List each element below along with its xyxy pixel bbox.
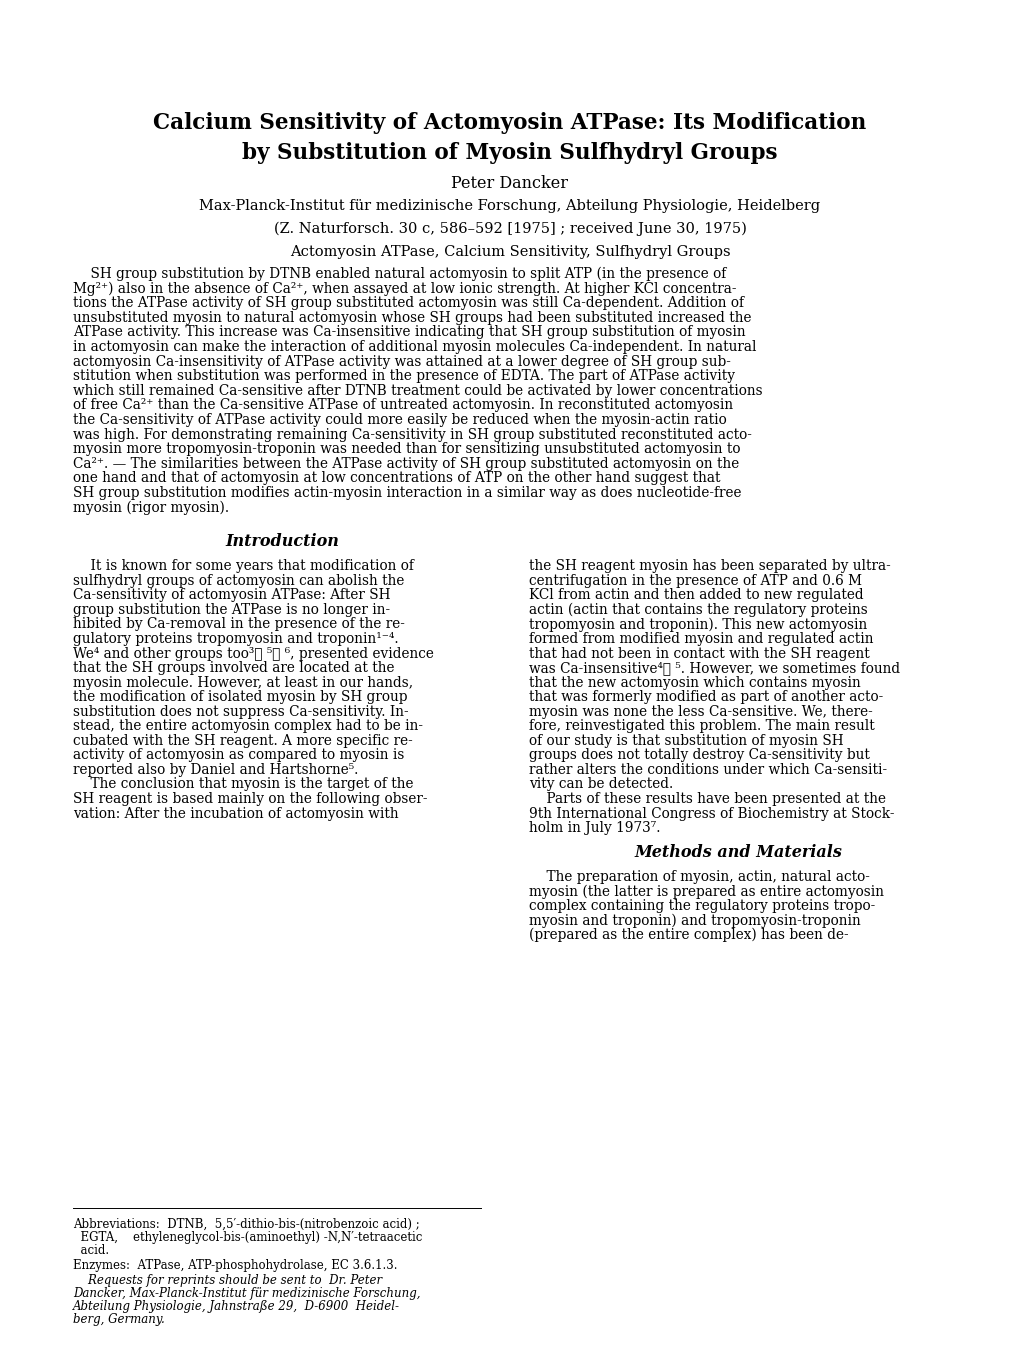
Text: myosin more tropomyosin-troponin was needed than for sensitizing unsubstituted a: myosin more tropomyosin-troponin was nee… [73,442,740,456]
Text: myosin and troponin) and tropomyosin-troponin: myosin and troponin) and tropomyosin-tro… [529,914,860,928]
Text: vation: After the incubation of actomyosin with: vation: After the incubation of actomyos… [73,806,398,821]
Text: actomyosin Ca-insensitivity of ATPase activity was attained at a lower degree of: actomyosin Ca-insensitivity of ATPase ac… [73,355,731,368]
Text: which still remained Ca-sensitive after DTNB treatment could be activated by low: which still remained Ca-sensitive after … [73,383,762,398]
Text: formed from modified myosin and regulated actin: formed from modified myosin and regulate… [529,632,872,647]
Text: activity of actomyosin as compared to myosin is: activity of actomyosin as compared to my… [73,749,404,762]
Text: gulatory proteins tropomyosin and troponin¹⁻⁴.: gulatory proteins tropomyosin and tropon… [73,632,398,647]
Text: Actomyosin ATPase, Calcium Sensitivity, Sulfhydryl Groups: Actomyosin ATPase, Calcium Sensitivity, … [289,246,730,259]
Text: SH group substitution by DTNB enabled natural actomyosin to split ATP (in the pr: SH group substitution by DTNB enabled na… [73,267,726,281]
Text: We⁴ and other groups too³ⰻ ⁵ⰻ ⁶, presented evidence: We⁴ and other groups too³ⰻ ⁵ⰻ ⁶, present… [73,647,433,660]
Text: of our study is that substitution of myosin SH: of our study is that substitution of myo… [529,734,843,747]
Text: tions the ATPase activity of SH group substituted actomyosin was still Ca-depend: tions the ATPase activity of SH group su… [73,296,743,310]
Text: was high. For demonstrating remaining Ca-sensitivity in SH group substituted rec: was high. For demonstrating remaining Ca… [73,427,751,442]
Text: tropomyosin and troponin). This new actomyosin: tropomyosin and troponin). This new acto… [529,618,866,632]
Text: Requests for reprints should be sent to  Dr. Peter: Requests for reprints should be sent to … [73,1274,382,1288]
Text: Dancker, Max-Planck-Institut für medizinische Forschung,: Dancker, Max-Planck-Institut für medizin… [73,1288,420,1300]
Text: Ca²⁺. — The similarities between the ATPase activity of SH group substituted act: Ca²⁺. — The similarities between the ATP… [73,457,739,471]
Text: rather alters the conditions under which Ca-sensiti-: rather alters the conditions under which… [529,762,887,777]
Text: the Ca-sensitivity of ATPase activity could more easily be reduced when the myos: the Ca-sensitivity of ATPase activity co… [73,413,727,427]
Text: myosin molecule. However, at least in our hands,: myosin molecule. However, at least in ou… [73,675,413,690]
Text: actin (actin that contains the regulatory proteins: actin (actin that contains the regulator… [529,603,867,618]
Text: cubated with the SH reagent. A more specific re-: cubated with the SH reagent. A more spec… [73,734,413,747]
Text: Abbreviations:  DTNB,  5,5′-dithio-bis-(nitrobenzoic acid) ;: Abbreviations: DTNB, 5,5′-dithio-bis-(ni… [73,1218,420,1230]
Text: acid.: acid. [73,1244,109,1256]
Text: groups does not totally destroy Ca-sensitivity but: groups does not totally destroy Ca-sensi… [529,749,869,762]
Text: (prepared as the entire complex) has been de-: (prepared as the entire complex) has bee… [529,928,848,943]
Text: SH group substitution modifies actin-myosin interaction in a similar way as does: SH group substitution modifies actin-myo… [73,486,741,501]
Text: SH reagent is based mainly on the following obser-: SH reagent is based mainly on the follow… [73,792,427,806]
Text: holm in July 1973⁷.: holm in July 1973⁷. [529,821,660,835]
Text: by Substitution of Myosin Sulfhydryl Groups: by Substitution of Myosin Sulfhydryl Gro… [243,142,777,164]
Text: stitution when substitution was performed in the presence of EDTA. The part of A: stitution when substitution was performe… [73,370,735,383]
Text: of free Ca²⁺ than the Ca-sensitive ATPase of untreated actomyosin. In reconstitu: of free Ca²⁺ than the Ca-sensitive ATPas… [73,398,733,412]
Text: Peter Dancker: Peter Dancker [451,175,568,192]
Text: in actomyosin can make the interaction of additional myosin molecules Ca-indepen: in actomyosin can make the interaction o… [73,340,756,355]
Text: vity can be detected.: vity can be detected. [529,777,673,791]
Text: sulfhydryl groups of actomyosin can abolish the: sulfhydryl groups of actomyosin can abol… [73,574,404,588]
Text: Methods and Materials: Methods and Materials [634,844,841,861]
Text: reported also by Daniel and Hartshorne⁵.: reported also by Daniel and Hartshorne⁵. [73,762,358,777]
Text: the modification of isolated myosin by SH group: the modification of isolated myosin by S… [73,690,408,704]
Text: centrifugation in the presence of ATP and 0.6 M: centrifugation in the presence of ATP an… [529,574,861,588]
Text: myosin was none the less Ca-sensitive. We, there-: myosin was none the less Ca-sensitive. W… [529,705,872,719]
Text: berg, Germany.: berg, Germany. [73,1312,165,1326]
Text: Max-Planck-Institut für medizinische Forschung, Abteilung Physiologie, Heidelber: Max-Planck-Institut für medizinische For… [200,199,819,213]
Text: one hand and that of actomyosin at low concentrations of ATP on the other hand s: one hand and that of actomyosin at low c… [73,472,719,486]
Text: Abteilung Physiologie, Jahnstraße 29,  D-6900  Heidel-: Abteilung Physiologie, Jahnstraße 29, D-… [73,1300,399,1312]
Text: that the SH groups involved are located at the: that the SH groups involved are located … [73,662,394,675]
Text: Introduction: Introduction [225,533,338,550]
Text: substitution does not suppress Ca-sensitivity. In-: substitution does not suppress Ca-sensit… [73,705,409,719]
Text: that the new actomyosin which contains myosin: that the new actomyosin which contains m… [529,675,860,690]
Text: fore, reinvestigated this problem. The main result: fore, reinvestigated this problem. The m… [529,719,874,734]
Text: hibited by Ca-removal in the presence of the re-: hibited by Ca-removal in the presence of… [73,618,405,632]
Text: ATPase activity. This increase was Ca-insensitive indicating that SH group subst: ATPase activity. This increase was Ca-in… [73,326,745,340]
Text: unsubstituted myosin to natural actomyosin whose SH groups had been substituted : unsubstituted myosin to natural actomyos… [73,311,751,325]
Text: Mg²⁺) also in the absence of Ca²⁺, when assayed at low ionic strength. At higher: Mg²⁺) also in the absence of Ca²⁺, when … [73,281,736,296]
Text: that was formerly modified as part of another acto-: that was formerly modified as part of an… [529,690,882,704]
Text: myosin (rigor myosin).: myosin (rigor myosin). [73,501,229,516]
Text: that had not been in contact with the SH reagent: that had not been in contact with the SH… [529,647,869,660]
Text: Calcium Sensitivity of Actomyosin ATPase: Its Modification: Calcium Sensitivity of Actomyosin ATPase… [153,112,866,134]
Text: complex containing the regulatory proteins tropo-: complex containing the regulatory protei… [529,899,874,913]
Text: The preparation of myosin, actin, natural acto-: The preparation of myosin, actin, natura… [529,870,869,884]
Text: the SH reagent myosin has been separated by ultra-: the SH reagent myosin has been separated… [529,559,890,573]
Text: Ca-sensitivity of actomyosin ATPase: After SH: Ca-sensitivity of actomyosin ATPase: Aft… [73,588,390,603]
Text: stead, the entire actomyosin complex had to be in-: stead, the entire actomyosin complex had… [73,719,423,734]
Text: myosin (the latter is prepared as entire actomyosin: myosin (the latter is prepared as entire… [529,884,883,899]
Text: group substitution the ATPase is no longer in-: group substitution the ATPase is no long… [73,603,389,617]
Text: (Z. Naturforsch. 30 c, 586–592 [1975] ; received June 30, 1975): (Z. Naturforsch. 30 c, 586–592 [1975] ; … [273,222,746,236]
Text: Parts of these results have been presented at the: Parts of these results have been present… [529,792,886,806]
Text: 9th International Congress of Biochemistry at Stock-: 9th International Congress of Biochemist… [529,806,894,821]
Text: The conclusion that myosin is the target of the: The conclusion that myosin is the target… [73,777,413,791]
Text: was Ca-insensitive⁴ⰻ ⁵. However, we sometimes found: was Ca-insensitive⁴ⰻ ⁵. However, we some… [529,662,899,675]
Text: KCl from actin and then added to new regulated: KCl from actin and then added to new reg… [529,588,863,603]
Text: It is known for some years that modification of: It is known for some years that modifica… [73,559,414,573]
Text: Enzymes:  ATPase, ATP-phosphohydrolase, EC 3.6.1.3.: Enzymes: ATPase, ATP-phosphohydrolase, E… [73,1259,397,1273]
Text: EGTA,    ethyleneglycol-bis-(aminoethyl) -N,N′-tetraacetic: EGTA, ethyleneglycol-bis-(aminoethyl) -N… [73,1230,422,1244]
